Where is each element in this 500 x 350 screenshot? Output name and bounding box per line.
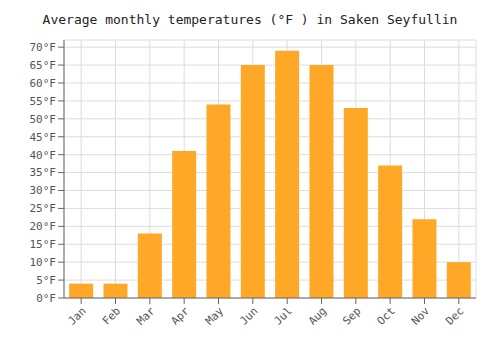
- svg-text:Dec: Dec: [443, 304, 466, 327]
- svg-text:May: May: [203, 304, 227, 328]
- svg-text:20°F: 20°F: [30, 220, 57, 233]
- svg-text:10°F: 10°F: [30, 256, 57, 269]
- svg-text:0°F: 0°F: [36, 292, 56, 305]
- svg-text:60°F: 60°F: [30, 77, 57, 90]
- svg-text:Feb: Feb: [100, 304, 123, 327]
- svg-text:55°F: 55°F: [30, 95, 57, 108]
- svg-text:Jun: Jun: [237, 304, 260, 327]
- svg-text:40°F: 40°F: [30, 149, 57, 162]
- svg-text:5°F: 5°F: [36, 274, 56, 287]
- svg-text:15°F: 15°F: [30, 238, 57, 251]
- svg-text:Nov: Nov: [409, 304, 433, 328]
- svg-text:65°F: 65°F: [30, 59, 57, 72]
- svg-text:35°F: 35°F: [30, 166, 57, 179]
- svg-text:25°F: 25°F: [30, 202, 57, 215]
- svg-text:Jan: Jan: [66, 304, 89, 327]
- svg-text:Apr: Apr: [169, 304, 193, 328]
- svg-text:Aug: Aug: [306, 304, 329, 327]
- svg-text:45°F: 45°F: [30, 131, 57, 144]
- svg-text:Mar: Mar: [134, 304, 158, 328]
- svg-text:Jul: Jul: [272, 304, 295, 327]
- svg-text:70°F: 70°F: [30, 41, 57, 54]
- svg-text:Oct: Oct: [375, 304, 398, 327]
- html-text:Average monthly temperatures (: Average monthly temperatures (°F ) in Sa…: [42, 12, 458, 27]
- svg-text:50°F: 50°F: [30, 113, 57, 126]
- svg-text:Sep: Sep: [340, 304, 363, 327]
- svg-text:30°F: 30°F: [30, 184, 57, 197]
